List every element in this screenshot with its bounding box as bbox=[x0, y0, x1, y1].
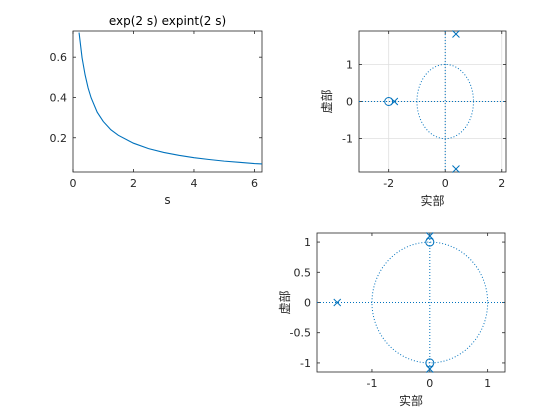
pole-zero-plot-1-ytick-label: 1 bbox=[346, 58, 353, 71]
pole-zero-plot-1-ytick-label: -1 bbox=[342, 133, 353, 146]
pole-zero-plot-1-zero-marker bbox=[384, 97, 394, 106]
pole-zero-plot-2-xtick-label: -1 bbox=[366, 377, 377, 390]
pole-zero-plot-2-ytick-label: -1 bbox=[300, 357, 311, 370]
pole-zero-plot-2-pole-stroke-b bbox=[425, 232, 434, 240]
line-plot-xtick-label: 4 bbox=[190, 177, 197, 190]
line-plot-title: exp(2 s) expint(2 s) bbox=[109, 14, 226, 28]
pole-zero-plot-2-unit-circle bbox=[371, 241, 489, 364]
pole-zero-plot-1-ylabel: 虚部 bbox=[319, 89, 334, 113]
line-plot-ytick-label: 0.4 bbox=[50, 91, 68, 104]
pole-zero-plot-2-pole-marker bbox=[333, 298, 342, 307]
pole-zero-plot-2-ytick-label: 0.5 bbox=[294, 266, 312, 279]
pole-zero-plot-2-ytick-label: 0 bbox=[304, 297, 311, 310]
pole-zero-plot-2-pole-stroke-b bbox=[333, 298, 342, 307]
pole-zero-plot-1-pole-stroke-b bbox=[452, 30, 460, 38]
line-plot-area: 0 2 4 6 0.2 0.4 0.6 bbox=[50, 30, 263, 190]
line-plot-xtick-label: 6 bbox=[251, 177, 258, 190]
pole-zero-plot-1-xtick-label: -2 bbox=[383, 177, 394, 190]
pole-zero-plot-2-zero-marker bbox=[425, 358, 435, 368]
pole-zero-plot-2-zero-marker bbox=[425, 237, 435, 247]
pole-zero-plot-1-xtick-label: 0 bbox=[442, 177, 449, 190]
pole-zero-plot-2-area: -1 0 1 -1 -0.5 0 0.5 1 bbox=[290, 232, 506, 390]
pole-zero-plot-2: -1 0 1 -1 -0.5 0 0.5 1 实部 虚部 bbox=[277, 232, 506, 408]
pole-zero-plot-1-area: -2 0 2 -1 0 1 bbox=[342, 30, 507, 190]
pole-zero-plot-1-pole-marker bbox=[452, 30, 460, 38]
pole-zero-plot-1-pole-marker bbox=[390, 97, 399, 106]
pole-zero-plot-2-xlabel: 实部 bbox=[399, 393, 423, 408]
line-plot-xlabel: s bbox=[164, 193, 170, 207]
line-plot-xtick-label: 0 bbox=[70, 177, 77, 190]
pole-zero-plot-2-ytick-label: -0.5 bbox=[290, 327, 311, 340]
pole-zero-plot-2-ytick-label: 1 bbox=[304, 236, 311, 249]
line-plot-frame bbox=[72, 30, 263, 173]
pole-zero-plot-1-pole-stroke-b bbox=[390, 97, 399, 106]
pole-zero-plot-2-pole-marker bbox=[425, 365, 434, 373]
line-plot-ytick-label: 0.6 bbox=[50, 51, 68, 64]
pole-zero-plot-1: -2 0 2 -1 0 1 实部 虚部 bbox=[319, 30, 507, 208]
pole-zero-plot-2-ylabel: 虚部 bbox=[277, 290, 292, 314]
pole-zero-plot-2-pole-marker bbox=[425, 232, 434, 240]
line-series bbox=[78, 32, 262, 165]
pole-zero-plot-1-pole-marker bbox=[452, 165, 460, 173]
line-plot-xtick-label: 2 bbox=[130, 177, 137, 190]
pole-zero-plot-2-xtick-label: 0 bbox=[426, 377, 433, 390]
pole-zero-plot-1-xlabel: 实部 bbox=[420, 193, 444, 208]
pole-zero-plot-1-pole-stroke-b bbox=[452, 165, 460, 173]
pole-zero-plot-1-xtick-label: 2 bbox=[498, 177, 505, 190]
line-plot-axes: exp(2 s) expint(2 s) 0 2 4 6 0.2 0.4 0.6 s bbox=[50, 14, 263, 207]
line-plot-ytick-label: 0.2 bbox=[50, 132, 68, 145]
pole-zero-plot-2-xtick-label: 1 bbox=[484, 377, 491, 390]
pole-zero-plot-1-ytick-label: 0 bbox=[346, 96, 353, 109]
pole-zero-plot-2-pole-stroke-b bbox=[425, 365, 434, 373]
pole-zero-plot-1-unit-circle bbox=[416, 63, 474, 140]
